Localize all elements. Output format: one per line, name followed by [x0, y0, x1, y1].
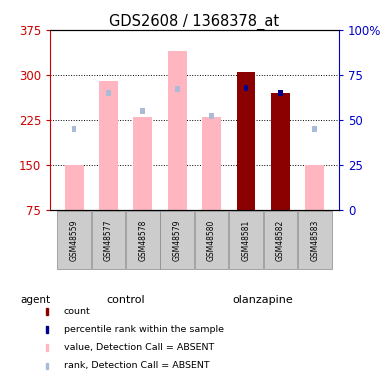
Text: GSM48577: GSM48577: [104, 219, 113, 261]
Text: control: control: [106, 295, 145, 305]
Bar: [244, 85, 248, 91]
FancyBboxPatch shape: [298, 211, 331, 269]
Text: GSM48579: GSM48579: [173, 219, 182, 261]
Bar: [46, 344, 48, 351]
Text: agent: agent: [21, 295, 51, 305]
FancyBboxPatch shape: [57, 211, 91, 269]
Bar: [271, 93, 290, 210]
Bar: [168, 51, 187, 210]
Text: percentile rank within the sample: percentile rank within the sample: [64, 325, 224, 334]
Title: GDS2608 / 1368378_at: GDS2608 / 1368378_at: [109, 14, 280, 30]
Bar: [134, 117, 152, 210]
Bar: [106, 90, 111, 96]
Text: GSM48580: GSM48580: [207, 219, 216, 261]
Bar: [175, 86, 179, 92]
Bar: [236, 72, 255, 210]
FancyBboxPatch shape: [263, 211, 297, 269]
FancyBboxPatch shape: [161, 211, 194, 269]
Bar: [99, 81, 118, 210]
Bar: [271, 93, 290, 210]
Bar: [209, 113, 214, 119]
Bar: [312, 126, 317, 132]
Bar: [305, 165, 324, 210]
Bar: [46, 308, 48, 315]
FancyBboxPatch shape: [126, 211, 160, 269]
Text: value, Detection Call = ABSENT: value, Detection Call = ABSENT: [64, 343, 214, 352]
Bar: [141, 108, 145, 114]
Text: GSM48581: GSM48581: [241, 219, 251, 261]
Text: olanzapine: olanzapine: [233, 295, 293, 305]
FancyBboxPatch shape: [229, 211, 263, 269]
Text: rank, Detection Call = ABSENT: rank, Detection Call = ABSENT: [64, 362, 209, 370]
FancyBboxPatch shape: [92, 211, 126, 269]
Bar: [46, 326, 48, 333]
Text: GSM48578: GSM48578: [138, 219, 147, 261]
Bar: [202, 117, 221, 210]
Text: GSM48559: GSM48559: [70, 219, 79, 261]
Text: GSM48583: GSM48583: [310, 219, 319, 261]
Text: GSM48582: GSM48582: [276, 219, 285, 261]
FancyBboxPatch shape: [195, 211, 228, 269]
Text: count: count: [64, 307, 90, 316]
Bar: [72, 126, 77, 132]
Bar: [46, 363, 48, 369]
Bar: [65, 165, 84, 210]
Bar: [278, 90, 283, 96]
